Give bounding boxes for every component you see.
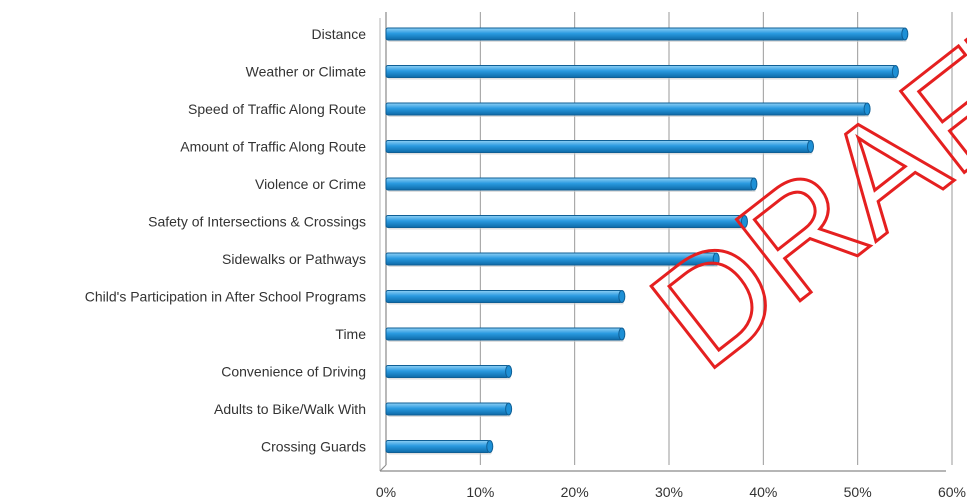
bar xyxy=(385,402,510,416)
x-tick-label: 20% xyxy=(561,484,589,500)
category-label: Amount of Traffic Along Route xyxy=(180,139,366,155)
category-label: Child's Participation in After School Pr… xyxy=(85,289,366,305)
x-tick-label: 60% xyxy=(938,484,966,500)
x-tick-label: 10% xyxy=(466,484,494,500)
bar-end-cap xyxy=(505,365,513,378)
category-label: Adults to Bike/Walk With xyxy=(214,401,366,417)
bar xyxy=(385,27,906,41)
bar-end-cap xyxy=(750,177,758,191)
bar xyxy=(385,365,510,378)
category-label: Time xyxy=(335,326,366,342)
category-label: Speed of Traffic Along Route xyxy=(188,101,366,117)
bar xyxy=(385,102,868,116)
bar xyxy=(385,290,623,303)
bar-end-cap xyxy=(863,102,871,116)
bar-end-cap xyxy=(807,140,814,153)
bar-end-cap xyxy=(505,402,513,416)
x-tick-label: 50% xyxy=(844,484,872,500)
bar-end-cap xyxy=(740,215,748,228)
bar-end-cap xyxy=(486,440,494,453)
category-label: Distance xyxy=(312,26,367,42)
bar-end-cap xyxy=(712,252,720,266)
axis-corner-line xyxy=(379,464,387,472)
category-label: Crossing Guards xyxy=(261,439,366,455)
category-label: Weather or Climate xyxy=(246,64,367,80)
chart-gridlines xyxy=(479,12,953,465)
chart-bars xyxy=(385,27,909,455)
bar xyxy=(385,177,755,191)
x-tick-label: 40% xyxy=(749,484,777,500)
category-label: Safety of Intersections & Crossings xyxy=(148,214,366,230)
bar xyxy=(385,65,896,78)
bar-end-cap xyxy=(901,27,909,41)
bar-end-cap xyxy=(618,290,626,303)
bar xyxy=(385,440,491,453)
bar xyxy=(385,327,623,341)
chart-axes xyxy=(379,12,946,472)
chart-category-labels: Distance Weather or Climate Speed of Traff… xyxy=(85,26,366,455)
watermark-text: DRAFT xyxy=(621,0,967,400)
x-tick-label: 0% xyxy=(376,484,396,500)
draft-watermark: DRAFT xyxy=(620,0,967,402)
bar-end-cap xyxy=(618,327,626,341)
category-label: Sidewalks or Pathways xyxy=(222,251,366,267)
category-label: Convenience of Driving xyxy=(221,364,366,380)
category-label: Violence or Crime xyxy=(255,176,366,192)
chart-tick-labels: 0% 10% 20% 30% 40% 50% 60% xyxy=(376,484,966,500)
bar xyxy=(385,140,811,153)
x-tick-label: 30% xyxy=(655,484,683,500)
bar-end-cap xyxy=(891,65,899,78)
